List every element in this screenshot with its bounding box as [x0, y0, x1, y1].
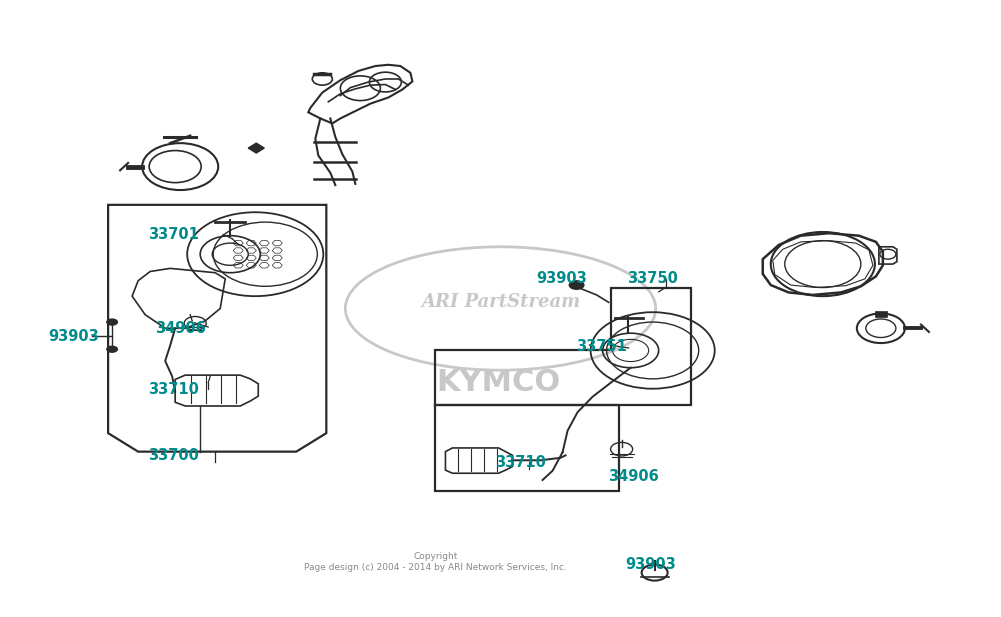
Text: 93903: 93903 [626, 557, 677, 572]
Circle shape [106, 318, 118, 326]
Text: 33700: 33700 [148, 448, 199, 463]
Text: 33751: 33751 [576, 339, 627, 354]
Text: 33710: 33710 [495, 455, 547, 470]
Polygon shape [248, 143, 264, 153]
Text: 33701: 33701 [148, 227, 199, 242]
Bar [875, 311, 887, 317]
Text: KYMCO: KYMCO [436, 368, 561, 397]
Text: ARI PartStream: ARI PartStream [421, 293, 580, 312]
Text: Page design (c) 2004 - 2014 by ARI Network Services, Inc.: Page design (c) 2004 - 2014 by ARI Netwo… [304, 563, 567, 572]
Text: 34906: 34906 [608, 469, 659, 484]
Circle shape [569, 280, 585, 290]
Text: 33750: 33750 [627, 271, 678, 286]
Text: 93903: 93903 [537, 271, 588, 286]
Text: 34906: 34906 [155, 321, 206, 336]
Circle shape [106, 346, 118, 353]
Text: 93903: 93903 [48, 329, 99, 344]
Text: 33710: 33710 [148, 383, 199, 397]
Text: Copyright: Copyright [413, 552, 457, 561]
